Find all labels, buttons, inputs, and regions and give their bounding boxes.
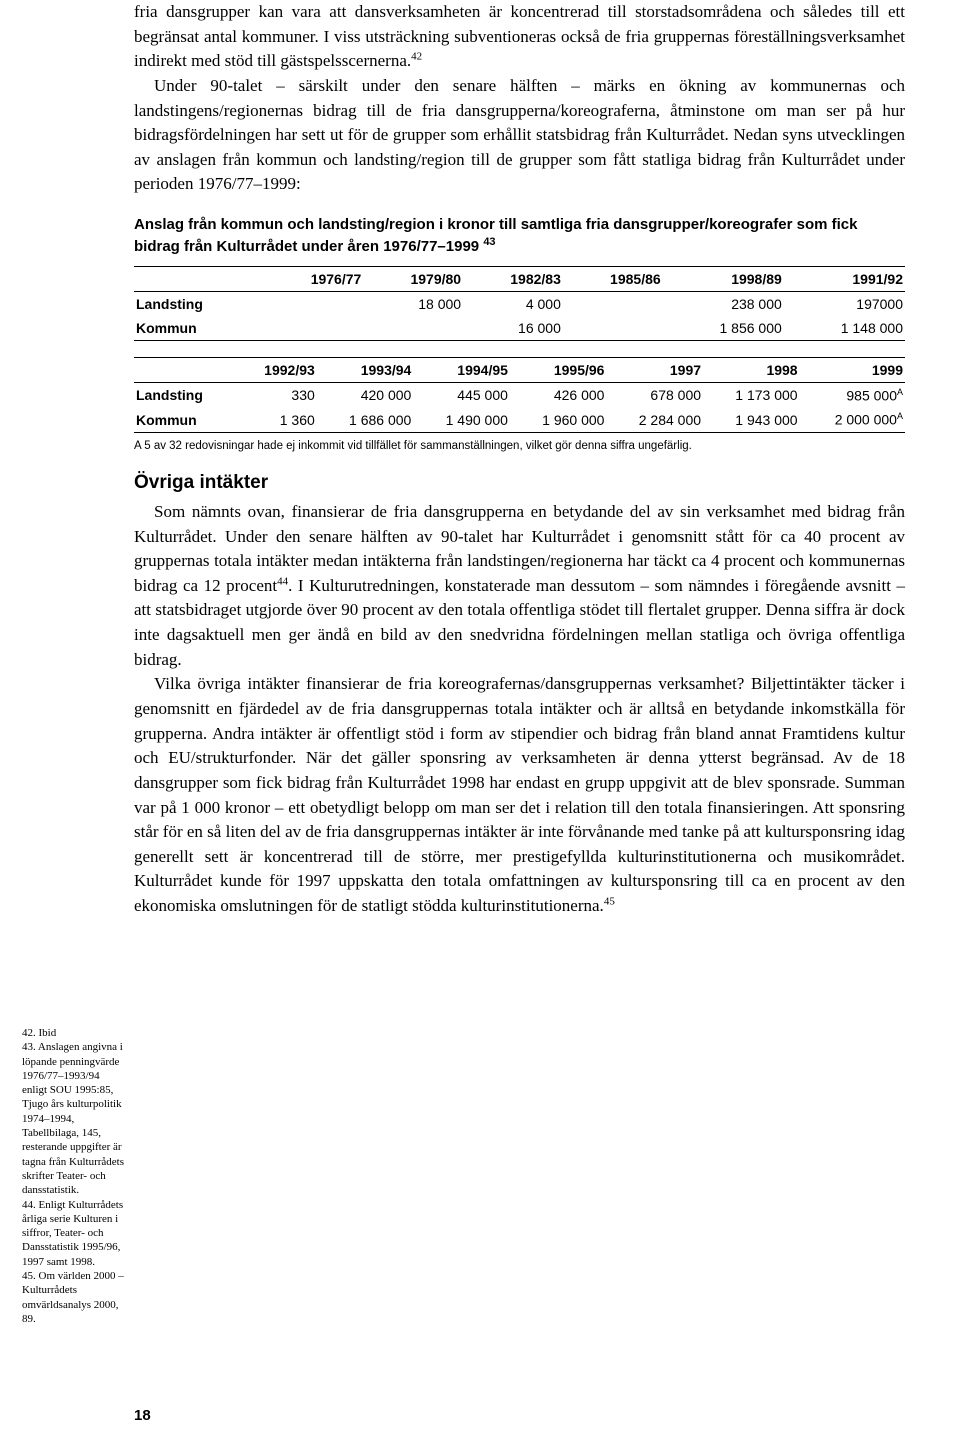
table2-h3: 1994/95 [413, 357, 510, 382]
para1-sup: 42 [411, 51, 422, 63]
table-title-text: Anslag från kommun och landsting/region … [134, 216, 857, 255]
table1-row-landsting: Landsting 18 000 4 000 238 000 197000 [134, 291, 905, 316]
table1-h3: 1982/83 [463, 266, 563, 291]
para1-text: fria dansgrupper kan vara att dansverksa… [134, 2, 905, 70]
t1r0c4 [563, 291, 663, 316]
t2r1c2: 1 686 000 [317, 407, 414, 432]
footnote-45: 45. Om världen 2000 – Kulturrådets omvär… [22, 1269, 126, 1326]
table2-row-kommun: Kommun 1 360 1 686 000 1 490 000 1 960 0… [134, 407, 905, 432]
table1-row-kommun: Kommun 16 000 1 856 000 1 148 000 [134, 316, 905, 341]
paragraph-4: Vilka övriga intäkter finansierar de fri… [134, 672, 905, 918]
table2-h0 [134, 357, 237, 382]
table1-h6: 1991/92 [784, 266, 905, 291]
para4-sup: 45 [604, 895, 615, 907]
t1r1c2 [363, 316, 463, 341]
para3a-sup: 44 [277, 575, 288, 587]
t2r1c6: 1 943 000 [703, 407, 800, 432]
table2-h4: 1995/96 [510, 357, 607, 382]
t1r0c6: 197000 [784, 291, 905, 316]
table2-header-row: 1992/93 1993/94 1994/95 1995/96 1997 199… [134, 357, 905, 382]
table2-h7: 1999 [800, 357, 905, 382]
t2r0c5: 678 000 [606, 382, 703, 407]
table1-h1: 1976/77 [264, 266, 364, 291]
table2-h6: 1998 [703, 357, 800, 382]
t1r0c0: Landsting [134, 291, 264, 316]
t1r1c0: Kommun [134, 316, 264, 341]
footnote-43: 43. Anslagen angivna i löpande penningvä… [22, 1040, 126, 1197]
paragraph-1: fria dansgrupper kan vara att dansverksa… [134, 0, 905, 197]
margin-footnotes: 42. Ibid 43. Anslagen angivna i löpande … [22, 1026, 126, 1326]
table2-row-landsting: Landsting 330 420 000 445 000 426 000 67… [134, 382, 905, 407]
paragraph-3: Som nämnts ovan, finansierar de fria dan… [134, 500, 905, 672]
footnote-44: 44. Enligt Kulturrådets årliga serie Kul… [22, 1198, 126, 1269]
t2r0c7: 985 000A [800, 382, 905, 407]
t1r1c5: 1 856 000 [663, 316, 784, 341]
t2r0c3: 445 000 [413, 382, 510, 407]
table2-h2: 1993/94 [317, 357, 414, 382]
table1-h0 [134, 266, 264, 291]
table1-h5: 1998/89 [663, 266, 784, 291]
t2r0c6: 1 173 000 [703, 382, 800, 407]
t2r1c3: 1 490 000 [413, 407, 510, 432]
t1r0c5: 238 000 [663, 291, 784, 316]
table2-h1: 1992/93 [237, 357, 317, 382]
t2r0c0: Landsting [134, 382, 237, 407]
t2r1c4: 1 960 000 [510, 407, 607, 432]
t1r1c6: 1 148 000 [784, 316, 905, 341]
funding-table-1: 1976/77 1979/80 1982/83 1985/86 1998/89 … [134, 266, 905, 341]
table2-h5: 1997 [606, 357, 703, 382]
para2-text: Under 90-talet – särskilt under den sena… [134, 74, 905, 197]
table1-header-row: 1976/77 1979/80 1982/83 1985/86 1998/89 … [134, 266, 905, 291]
t2r1c1: 1 360 [237, 407, 317, 432]
t1r1c4 [563, 316, 663, 341]
t2r1c0: Kommun [134, 407, 237, 432]
t1r0c2: 18 000 [363, 291, 463, 316]
t2r0c1: 330 [237, 382, 317, 407]
t1r0c3: 4 000 [463, 291, 563, 316]
t1r1c1 [264, 316, 364, 341]
para4-text: Vilka övriga intäkter finansierar de fri… [134, 674, 905, 915]
t1r1c3: 16 000 [463, 316, 563, 341]
t2r1c5: 2 284 000 [606, 407, 703, 432]
table1-h2: 1979/80 [363, 266, 463, 291]
footnote-42: 42. Ibid [22, 1026, 126, 1040]
t1r0c1 [264, 291, 364, 316]
table-title: Anslag från kommun och landsting/region … [134, 215, 905, 258]
t2r0c4: 426 000 [510, 382, 607, 407]
page-number: 18 [134, 1407, 151, 1424]
funding-table-2: 1992/93 1993/94 1994/95 1995/96 1997 199… [134, 357, 905, 433]
table-title-sup: 43 [483, 236, 495, 248]
t2r0c2: 420 000 [317, 382, 414, 407]
t2r1c7: 2 000 000A [800, 407, 905, 432]
section-heading-ovriga: Övriga intäkter [134, 472, 905, 494]
table1-h4: 1985/86 [563, 266, 663, 291]
table-footnote: A 5 av 32 redovisningar hade ej inkommit… [134, 439, 905, 454]
